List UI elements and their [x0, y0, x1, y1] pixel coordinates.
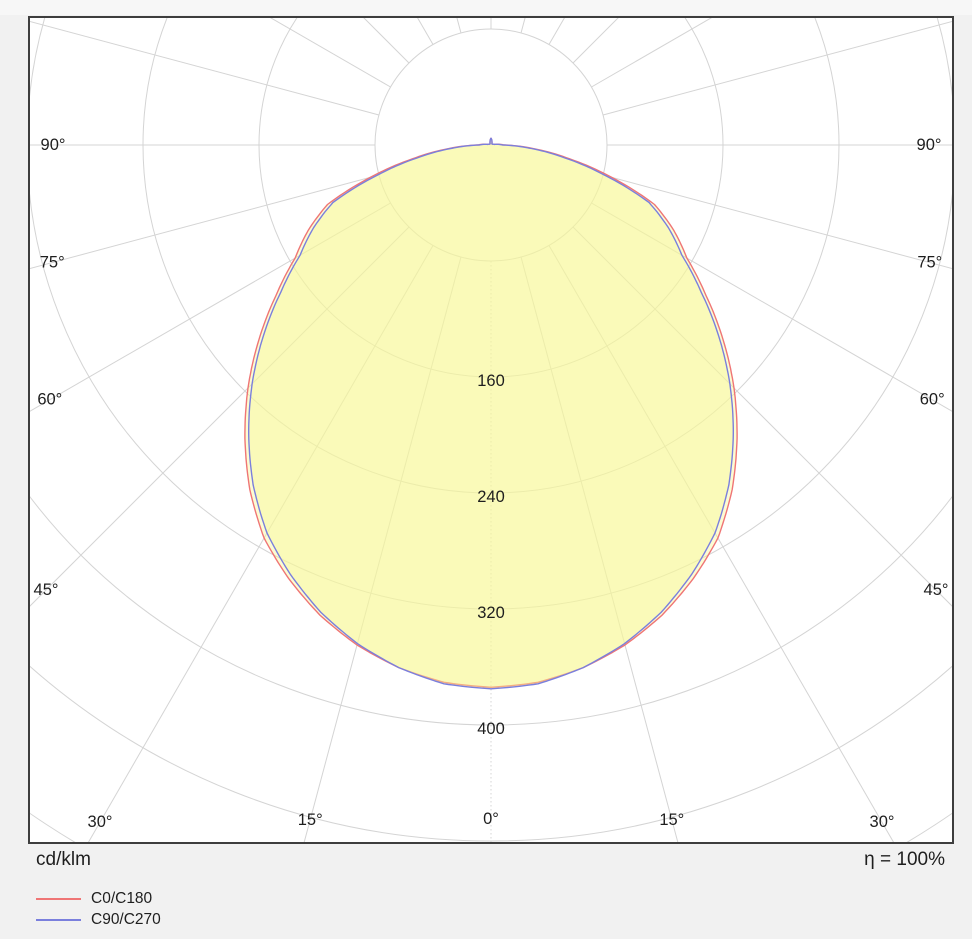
angle-tick-label: 90°	[917, 136, 942, 154]
angle-tick-label: 60°	[37, 391, 62, 409]
angle-tick-label: 30°	[88, 813, 113, 831]
chart-legend: C0/C180 C90/C270	[36, 888, 161, 930]
plot-border	[28, 16, 954, 844]
angle-tick-label: 75°	[917, 254, 942, 272]
ring-value-label: 400	[477, 720, 505, 738]
angle-tick-label: 30°	[870, 813, 895, 831]
ring-value-label: 320	[477, 604, 505, 622]
angle-tick-label: 90°	[41, 136, 66, 154]
angle-tick-label: 15°	[298, 811, 323, 829]
polar-grid-radial-line	[548, 245, 894, 842]
unit-label: cd/klm	[36, 849, 91, 870]
angle-tick-label: 75°	[40, 254, 65, 272]
polar-grid-radial-line	[88, 245, 434, 842]
polar-grid-radial-line	[30, 174, 380, 270]
window-top-strip	[0, 0, 972, 15]
angle-tick-label: 45°	[34, 581, 59, 599]
angle-tick-label: 15°	[659, 811, 684, 829]
polar-grid-radial-line	[520, 256, 679, 842]
angle-tick-label: 45°	[924, 581, 949, 599]
polar-grid-radial-line	[30, 202, 391, 412]
efficiency-label: η = 100%	[864, 849, 945, 870]
polar-grid-radial-line	[303, 256, 462, 842]
polar-grid-radial-line	[30, 226, 410, 607]
polar-grid-radial-line	[572, 226, 952, 607]
legend-item-c90-c270: C90/C270	[36, 909, 161, 930]
polar-grid-radial-line	[30, 20, 380, 116]
polar-grid-radial-line	[602, 20, 952, 116]
polar-grid-radial-line	[602, 174, 952, 270]
legend-label: C90/C270	[91, 911, 161, 928]
legend-label: C0/C180	[91, 890, 153, 907]
ring-value-label: 240	[477, 488, 505, 506]
legend-line-sample-c0	[36, 897, 81, 900]
angle-tick-label: 60°	[920, 391, 945, 409]
polar-grid-radial-line	[591, 202, 952, 412]
ring-value-label: 160	[477, 372, 505, 390]
legend-line-sample-c90	[36, 918, 81, 921]
angle-tick-label: 0°	[483, 810, 499, 828]
intensity-curve-c90-c270	[248, 137, 734, 690]
legend-item-c0-c180: C0/C180	[36, 888, 161, 909]
